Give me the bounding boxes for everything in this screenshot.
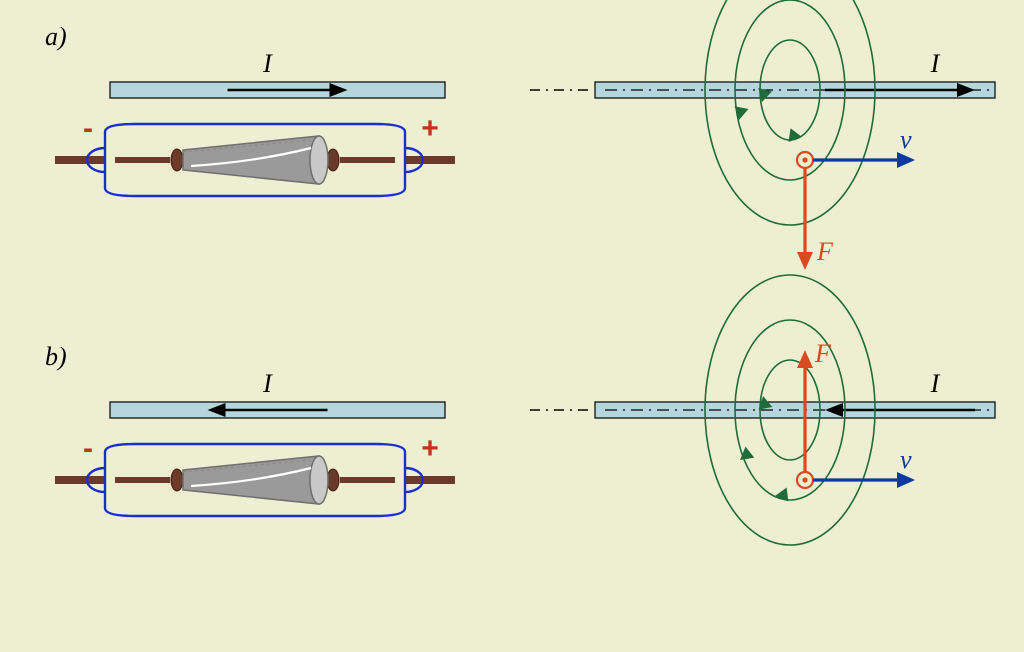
label-v: v [900, 125, 912, 154]
label-b: b) [45, 342, 67, 371]
label-F: F [814, 339, 832, 368]
plus-sign: + [421, 432, 439, 465]
label-I-left: I [262, 49, 273, 78]
label-v: v [900, 445, 912, 474]
physics-diagram: a) I - + Iv Fb) I - + Iv F [0, 0, 1024, 652]
label-I-right: I [930, 369, 941, 398]
minus-sign: - [83, 112, 93, 145]
panel-a: a) I - + Iv F [45, 0, 995, 270]
label-I-left: I [262, 369, 273, 398]
label-F: F [816, 237, 834, 266]
minus-sign: - [83, 432, 93, 465]
plus-sign: + [421, 112, 439, 145]
panel-b: b) I - + Iv F [45, 275, 995, 545]
label-I-right: I [930, 49, 941, 78]
label-a: a) [45, 22, 67, 51]
